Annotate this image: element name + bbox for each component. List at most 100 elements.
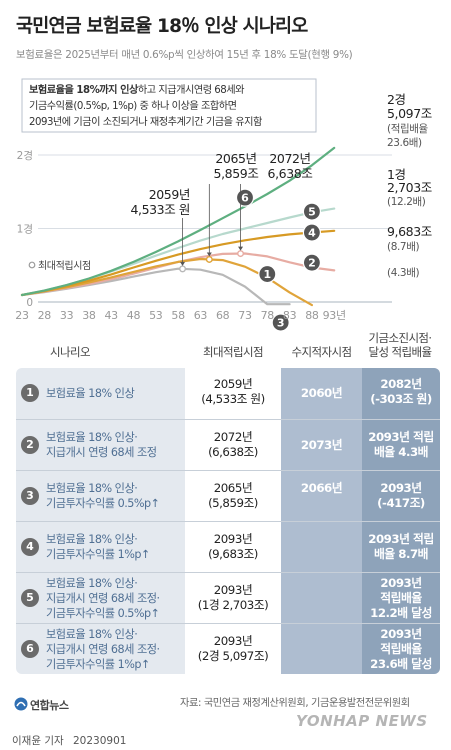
table-row: 1 보험료율 18% 인상 2059년 (4,533조 원) 2060년 208… xyxy=(16,368,440,419)
row-number-badge: 5 xyxy=(21,589,39,607)
annotation-bold: 보험료율을 18%까지 인상 xyxy=(29,83,139,96)
row-max-point: 2093년 (1경 2,703조) xyxy=(197,583,269,612)
row-final: 2093년 적립 배율 4.3배 xyxy=(368,430,434,459)
y-tick-label: 0 xyxy=(26,297,33,309)
end-label-line: 2경 xyxy=(387,92,406,107)
end-label-line: (적립배율 xyxy=(387,122,428,135)
yonhap-logo-icon xyxy=(14,697,28,711)
x-tick-label: 88 xyxy=(305,309,319,322)
table-header-scenario: 시나리오 xyxy=(50,345,91,359)
table-row: 2 보험료율 18% 인상· 지급개시 연령 68세 조정 2072년 (6,6… xyxy=(16,419,440,471)
page-subtitle: 보험료율은 2025년부터 매년 0.6%p씩 인상하여 15년 후 18% 도… xyxy=(16,49,353,61)
table-header-deficit: 수지적자시점 xyxy=(291,345,352,359)
peak-label-year: 2072년 xyxy=(269,151,310,166)
table-row: 5 보험료율 18% 인상· 지급개시 연령 68세 조정· 기금투자수익률 0… xyxy=(16,572,440,624)
x-tick-label: 93년 xyxy=(323,309,346,322)
peak-marker-2 xyxy=(237,250,245,258)
peak-leader-arrow xyxy=(206,252,212,257)
peak-legend-marker xyxy=(28,261,36,269)
end-label-line: (4.3배) xyxy=(387,267,419,279)
row-deficit-point: 2060년 xyxy=(300,386,343,400)
series-badge-4 xyxy=(302,223,321,242)
peak-legend-label: 최대적립시점 xyxy=(38,259,91,272)
row-scenario: 보험료율 18% 인상· 지급개시 연령 68세 조정· 기금투자수익률 0.5… xyxy=(46,577,160,620)
x-tick-label: 78 xyxy=(261,309,275,322)
x-tick-label: 83 xyxy=(283,309,297,322)
series-badge-number: 4 xyxy=(308,227,316,240)
row-final: 2093년 적립 배율 8.7배 xyxy=(368,532,434,561)
x-tick-label: 48 xyxy=(127,309,141,322)
series-badge-5 xyxy=(302,202,321,221)
row-scenario: 보험료율 18% 인상 xyxy=(46,387,135,400)
series-badge-number: 5 xyxy=(308,206,316,219)
peak-label-year: 2065년 xyxy=(215,151,256,166)
row-number-badge: 6 xyxy=(21,640,39,658)
x-tick-label: 63 xyxy=(194,309,208,322)
row-deficit-point: 2066년 xyxy=(300,481,343,495)
end-label-line: (12.2배) xyxy=(387,196,426,208)
x-tick-label: 58 xyxy=(171,309,185,322)
chart-series-lines xyxy=(20,146,336,307)
row-number-badge: 3 xyxy=(21,487,39,505)
x-tick-label: 43 xyxy=(104,309,118,322)
peak-label-value: 5,859조 xyxy=(214,166,259,181)
series-badge-number: 2 xyxy=(308,257,316,270)
end-label-line: 23.6배) xyxy=(387,137,422,149)
source-note: 자료: 국민연금 재정계산위원회, 기금운용발전전문위원회 xyxy=(180,698,410,709)
table-row: 3 보험료율 18% 인상· 기금투자수익률 0.5%p↑ 2065년 (5,8… xyxy=(16,470,440,522)
x-tick-label: 68 xyxy=(216,309,230,322)
end-label-line: (8.7배) xyxy=(387,241,419,253)
byline: 이재윤 기자 20230901 xyxy=(12,733,132,748)
annotation-box-frame xyxy=(21,78,317,133)
reporter: 이재윤 기자 xyxy=(12,735,64,747)
x-tick-label: 23 xyxy=(15,309,29,322)
row-max-point: 2065년 (5,859조) xyxy=(208,481,258,510)
chart-series-badges: 1 2 3 4 5 6 xyxy=(235,188,321,332)
row-final: 2093년 (-417조) xyxy=(377,481,425,510)
series-badge-2 xyxy=(302,253,321,272)
peak-marker-3 xyxy=(205,255,213,263)
series-badge-number: 1 xyxy=(263,268,271,281)
page-title: 국민연금 보험료율 18％ 인상 시나리오 xyxy=(16,16,308,37)
peak-leader-arrow xyxy=(180,261,186,266)
row-max-point: 2059년 (4,533조 원) xyxy=(201,377,265,406)
row-scenario: 보험료율 18% 인상· 기금투자수익률 0.5%p↑ xyxy=(46,482,160,510)
peak-label-value: 6,638조 xyxy=(268,166,313,181)
x-tick-label: 38 xyxy=(82,309,96,322)
x-tick-label: 53 xyxy=(149,309,163,322)
peak-label-year: 2059년 xyxy=(149,187,190,202)
x-tick-label: 73 xyxy=(238,309,252,322)
y-tick-label: 1경 xyxy=(17,223,33,236)
peak-leader-arrow xyxy=(238,246,244,251)
x-tick-label: 28 xyxy=(38,309,52,322)
row-number-badge: 1 xyxy=(21,384,39,402)
table-header-max: 최대적립시점 xyxy=(203,345,263,359)
table-row: 6 보험료율 18% 인상· 지급개시 연령 68세 조정· 기금투자수익률 1… xyxy=(16,623,440,674)
peak-label-value: 4,533조 원 xyxy=(130,202,190,217)
chart-peak-markers: 최대적립시점 xyxy=(28,250,245,273)
series-line-6 xyxy=(20,146,336,297)
series-badge-3 xyxy=(271,313,290,332)
annotation-line-1: 보험료율을 18%까지 인상하고 지급개시연령 68세와 xyxy=(29,83,245,96)
peak-marker-1 xyxy=(179,265,187,273)
end-label-line: 2,703조 xyxy=(387,180,432,195)
x-tick-label: 33 xyxy=(60,309,74,322)
end-label-line: 5,097조 xyxy=(387,106,432,121)
table-row: 4 보험료율 18% 인상· 기금투자수익률 1%p↑ 2093년 (9,683… xyxy=(16,521,440,573)
annotation-line-2: 기금수익률(0.5%p, 1%p) 중 하나 이상을 조합하면 xyxy=(29,99,237,112)
table-header-final: 기금소진시점· 달성 적립배율 xyxy=(368,331,433,359)
y-tick-label: 2경 xyxy=(17,149,33,162)
series-line-4 xyxy=(20,229,336,297)
row-final: 2093년 적립배율 23.6배 달성 xyxy=(370,627,432,671)
series-line-5 xyxy=(20,207,336,297)
watermark: YONHAP NEWS xyxy=(296,712,428,730)
row-number-badge: 2 xyxy=(21,436,39,454)
scenario-table: 1 보험료율 18% 인상 2059년 (4,533조 원) 2060년 208… xyxy=(16,368,440,674)
end-label-line: 1경 xyxy=(387,167,406,182)
row-scenario: 보험료율 18% 인상· 지급개시 연령 68세 조정· 기금투자수익률 1%p… xyxy=(46,628,160,671)
logo-text: 연합뉴스 xyxy=(30,699,69,712)
row-deficit-point: 2073년 xyxy=(300,438,343,452)
annotation-line-3: 2093년에 기금이 소진되거나 재정추계기간 기금을 유지함 xyxy=(29,116,263,128)
series-badge-number: 3 xyxy=(277,317,285,330)
